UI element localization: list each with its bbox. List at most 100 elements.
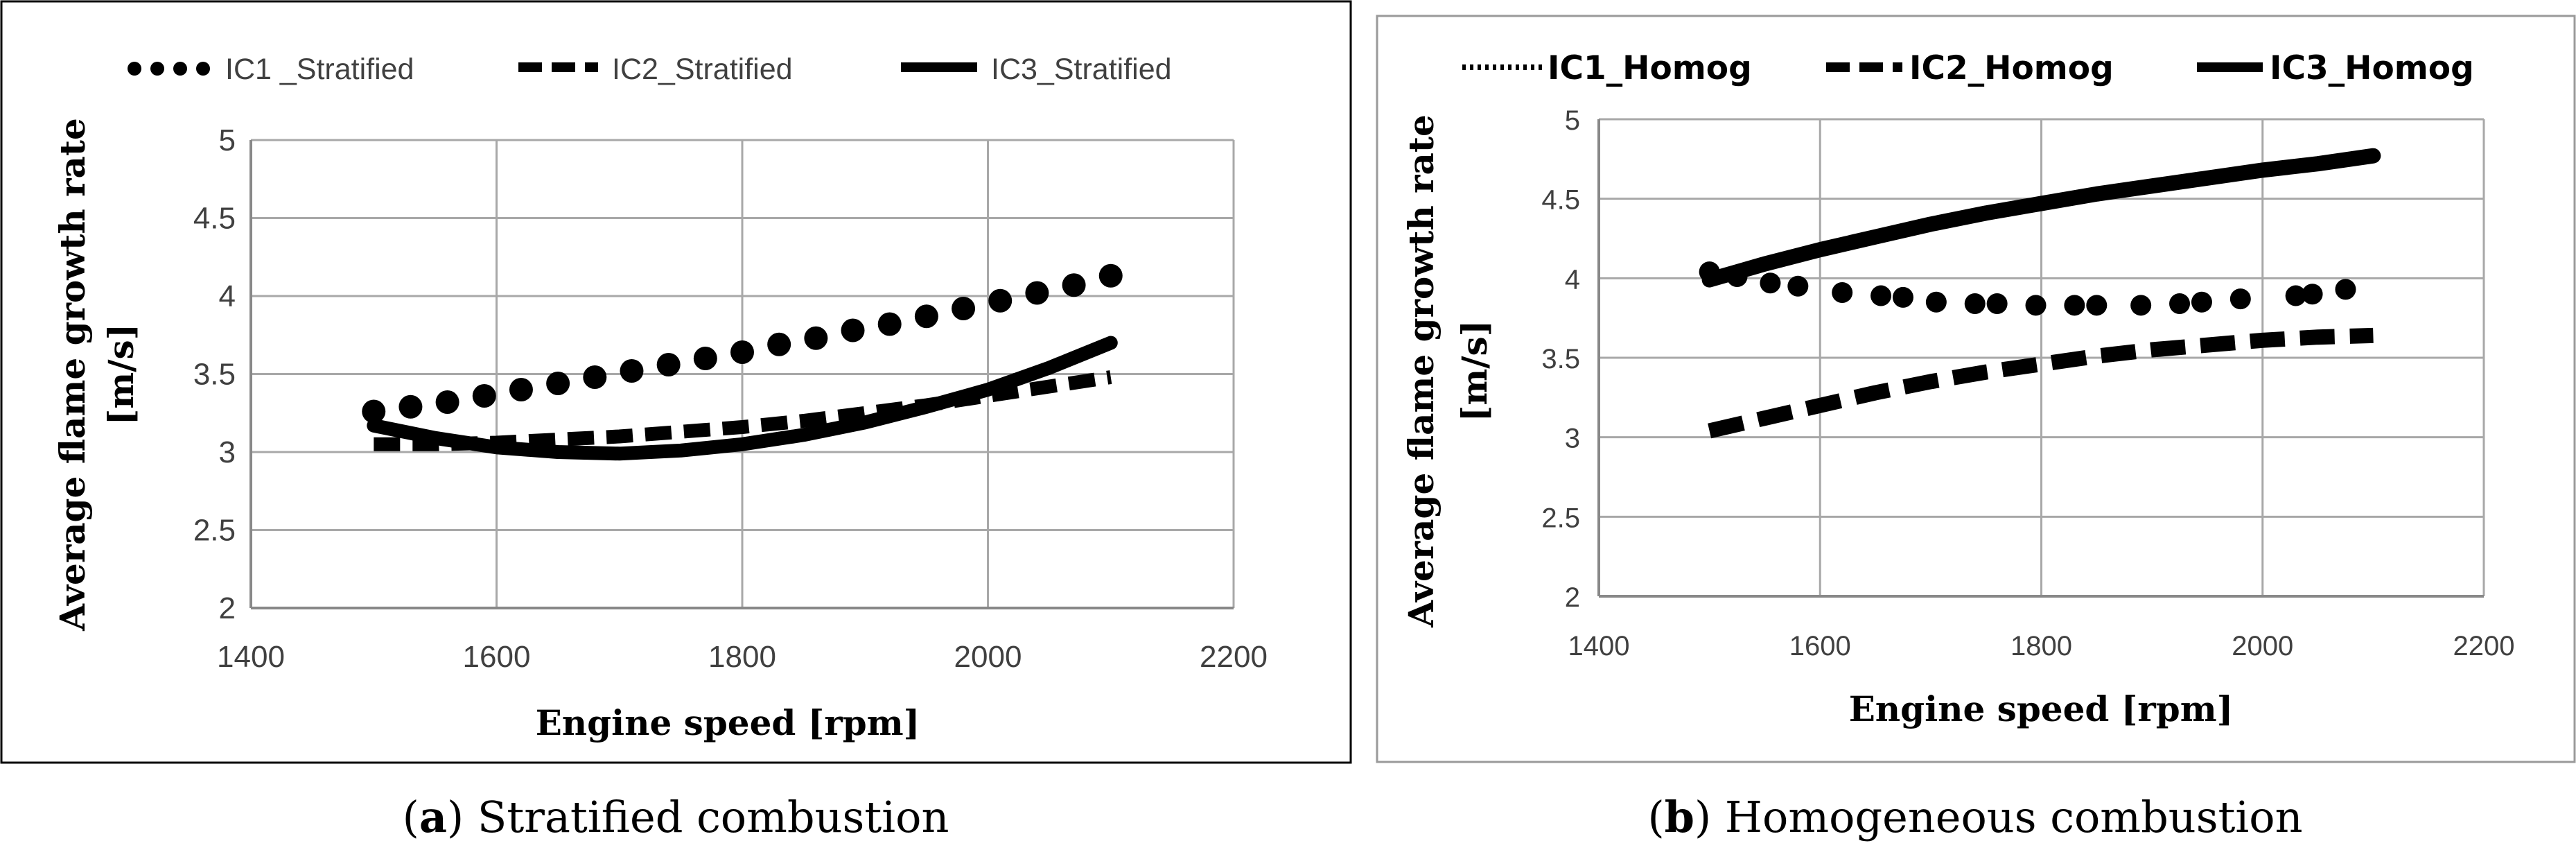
data-point [841,318,865,342]
data-point [509,378,533,401]
legend-entry-ic3-homog: IC3_Homog [2197,49,2474,87]
data-point [730,340,754,364]
data-point [2302,284,2323,305]
series-line [1701,148,2381,288]
data-point [1892,286,1913,308]
y-tick-label: 3 [219,435,236,469]
legend-marker [150,62,164,76]
data-point [988,288,1013,313]
data-point [1025,281,1049,305]
data-point [2169,293,2191,315]
data-point [1062,273,1086,297]
x-axis-title: Engine speed [rpm] [1849,688,2234,729]
data-point [1787,275,1809,297]
legend-entry-ic1-homog: IC1_Homog [1462,49,1752,87]
panel-caption: (b) Homogeneous combustion [1647,792,2302,842]
data-point [767,332,791,356]
y-tick-label: 4 [219,279,236,313]
data-point [877,312,902,336]
data-point [583,365,607,389]
data-point [693,347,717,370]
caption-label: b [1665,792,1694,842]
series-line [367,336,1118,461]
x-tick-label: 2200 [2453,631,2515,661]
legend-label: IC3_Stratified [991,53,1172,86]
data-point [2191,291,2212,313]
data-point [435,390,459,414]
x-tick-label: 2200 [1200,640,1268,674]
legend-marker [128,62,141,76]
legend-label: IC3_Homog [2270,49,2474,87]
chart-panel-b: 1400 1600 1800 2000 2200 2 2.5 3 3.5 4 4.5 5 IC1_Hom… [1376,15,2576,842]
series-line [1708,327,2374,439]
y-tick-label: 2 [219,591,236,625]
data-point [2086,295,2108,316]
series-ic1-stratified [362,263,1123,424]
x-axis-title: Engine speed [rpm] [536,702,920,743]
legend-marker [196,62,210,76]
legend-entry-ic2-homog: IC2_Homog [1826,49,2114,87]
data-point [2229,288,2251,310]
x-tick-label: 1400 [1568,631,1630,661]
y-axis-unit: [m/s] [100,324,141,426]
legend-label: IC2_Homog [1909,49,2114,87]
data-point [2130,295,2152,316]
data-point [656,353,681,376]
y-tick-label: 5 [219,123,236,157]
y-tick-label: 3 [1565,424,1580,454]
data-point [362,399,386,424]
legend-label: IC1 _Stratified [225,53,414,86]
data-point [914,304,938,329]
series-ic3-homog [1701,148,2381,288]
x-tick-label: 1600 [463,640,531,674]
data-point [1832,281,1853,303]
series-ic2-homog [1708,327,2374,439]
x-tick-label: 1600 [1789,631,1851,661]
data-point [546,372,570,395]
chart-panel-a: 1400 1600 1800 2000 2200 2 2.5 3 3.5 4 4.5 5 IC1 _St… [0,0,1352,842]
data-point [952,297,976,320]
panel-frame [1376,15,2576,763]
data-point [472,384,496,408]
y-tick-label: 5 [1565,105,1580,136]
legend-entry-ic1-stratified: IC1 _Stratified [128,53,414,86]
data-point [398,394,423,419]
legend-entry-ic3-stratified: IC3_Stratified [901,53,1172,86]
panel-frame [0,0,1352,764]
data-point [1870,285,1892,306]
panel-caption: (a) Stratified combustion [403,792,949,842]
x-tick-label: 1400 [217,640,285,674]
y-tick-label: 4 [1565,264,1580,295]
y-axis-title: Average flame growth rate [1401,114,1442,628]
data-point [2335,279,2356,300]
x-tick-label: 1800 [2010,631,2072,661]
data-point [2064,295,2085,316]
y-tick-label: 2.5 [193,514,236,548]
legend-label: IC1_Homog [1548,49,1752,87]
y-tick-label: 3.5 [1541,344,1580,374]
data-point [1986,293,2008,315]
data-point [620,359,644,383]
y-tick-label: 4.5 [193,202,236,236]
y-axis-title: Average flame growth rate [52,118,93,632]
data-point [1925,291,1947,313]
x-tick-label: 2000 [954,640,1022,674]
data-point [804,326,828,350]
x-tick-label: 2000 [2232,631,2293,661]
y-tick-label: 4.5 [1541,185,1580,216]
data-point [2025,295,2047,316]
y-tick-label: 2.5 [1541,503,1580,533]
legend-marker [173,62,187,76]
data-point [1098,263,1123,288]
data-point [1760,272,1781,294]
y-tick-label: 2 [1565,582,1580,613]
legend-entry-ic2-stratified: IC2_Stratified [518,53,793,86]
y-axis-unit: [m/s] [1454,320,1495,422]
y-tick-label: 3.5 [193,358,236,392]
x-tick-label: 1800 [708,640,776,674]
data-point [1964,293,1986,315]
caption-label: a [419,792,447,842]
legend-label: IC2_Stratified [612,53,793,86]
series-ic3-stratified [367,336,1118,461]
